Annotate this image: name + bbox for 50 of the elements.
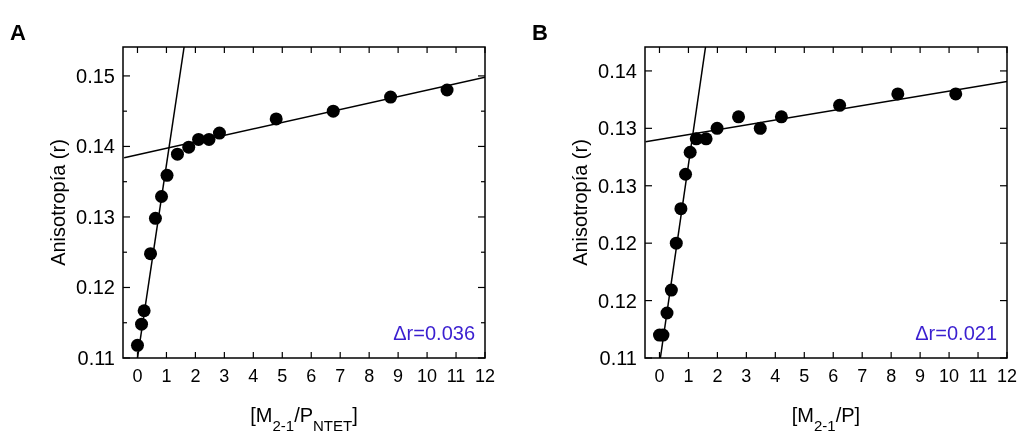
y-tick-label: 0.12 <box>76 276 115 299</box>
y-tick-label: 0.12 <box>598 289 637 312</box>
x-tick-label: 8 <box>364 366 375 386</box>
x-tick-label: 0 <box>132 366 143 386</box>
x-axis-title: [M$_{2-1}$/P] <box>791 404 861 434</box>
x-tick-label: 5 <box>799 366 810 386</box>
x-tick-label: 12 <box>996 366 1018 386</box>
point <box>732 110 746 124</box>
point <box>170 147 184 161</box>
y-tick-label: 0.14 <box>76 135 115 158</box>
x-tick-label: 1 <box>161 366 172 386</box>
x-tick-label: 2 <box>712 366 723 386</box>
y-tick-label: 0.13 <box>76 205 115 228</box>
x-tick-label: 0 <box>654 366 665 386</box>
x-tick-label: 2 <box>190 366 201 386</box>
y-tick-label: 0.14 <box>598 59 637 82</box>
y-axis-title: Anisotropía (r) <box>47 139 69 266</box>
annotation: Δr=0.021 <box>915 322 997 344</box>
x-tick-label: 4 <box>248 366 259 386</box>
x-tick-label: 6 <box>828 366 839 386</box>
x-tick-label: 1 <box>683 366 694 386</box>
x-tick-label: 3 <box>219 366 230 386</box>
x-tick-label: 7 <box>335 366 346 386</box>
x-tick-label: 5 <box>277 366 288 386</box>
x-tick-label: 6 <box>306 366 317 386</box>
x-tick-label: 9 <box>393 366 404 386</box>
x-tick-label: 10 <box>417 366 438 386</box>
x-tick-label: 3 <box>741 366 752 386</box>
y-tick-label: 0.13 <box>598 174 637 197</box>
point <box>753 121 767 135</box>
point <box>891 87 905 101</box>
chart-title: A <box>10 20 26 45</box>
x-tick-label: 11 <box>968 366 988 386</box>
point <box>699 132 713 146</box>
x-tick-label: 10 <box>939 366 960 386</box>
x-tick-label: 7 <box>857 366 868 386</box>
x-axis-title: [M$_{2-1}$/P$_{NTET}$] <box>250 404 358 434</box>
x-tick-label: 8 <box>886 366 897 386</box>
y-axis-title: Anisotropía (r) <box>569 139 591 266</box>
x-tick-label: 4 <box>770 366 781 386</box>
x-tick-label: 12 <box>474 366 496 386</box>
annotation: Δr=0.036 <box>393 322 475 344</box>
y-tick-label: 0.15 <box>76 64 115 87</box>
y-tick-label: 0.11 <box>77 347 115 369</box>
x-tick-label: 9 <box>915 366 926 386</box>
chart-title: B <box>532 20 548 45</box>
y-tick-label: 0.11 <box>599 347 637 369</box>
x-tick-label: 11 <box>446 366 466 386</box>
y-tick-label: 0.13 <box>598 117 637 140</box>
y-tick-label: 0.12 <box>598 232 637 255</box>
